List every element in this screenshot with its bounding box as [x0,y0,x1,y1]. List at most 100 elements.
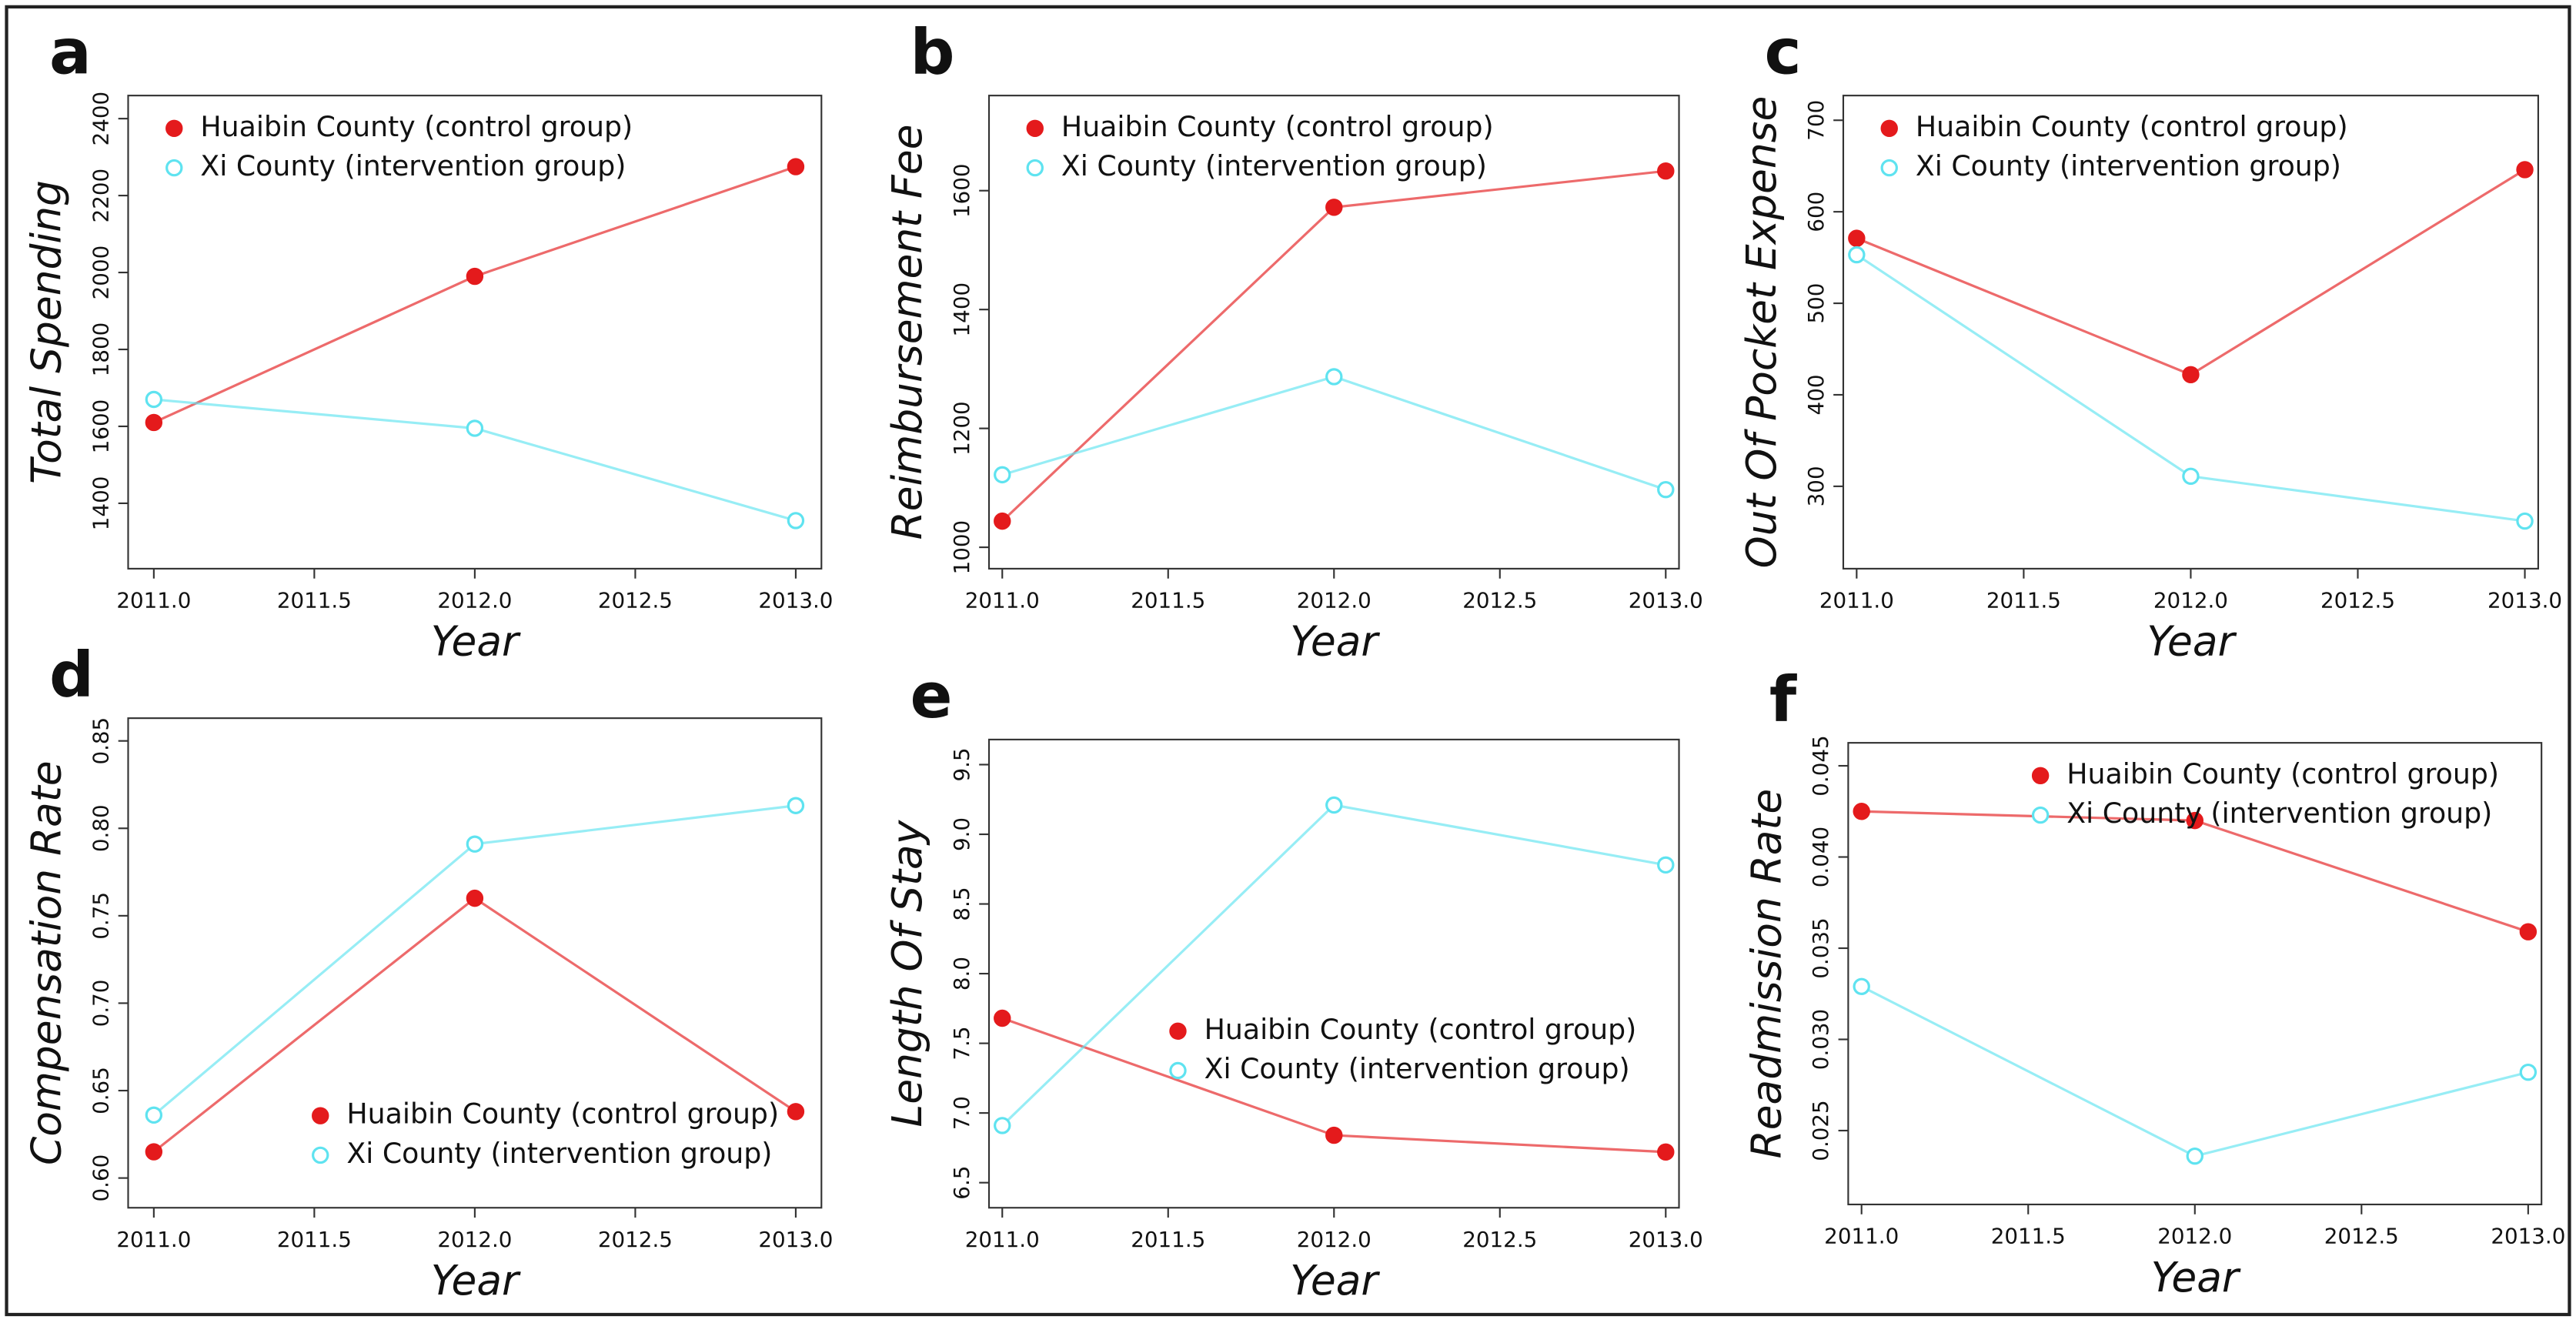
y-tick-label: 400 [1803,375,1829,416]
panel: c Out Of Pocket Expense Year 2011.0 2011.5 20… [1737,16,2562,665]
y-tick-label: 600 [1803,192,1829,232]
figure-frame [5,5,2571,1317]
panel: f Readmission Rate Year 2011.0 2011.5 2012.0 2… [1742,663,2566,1301]
series-line [1001,375,1666,491]
x-tick-label: 2012.5 [2320,588,2395,613]
legend-marker [165,119,183,138]
x-tick-label: 2013.0 [2491,1224,2565,1249]
x-axis-label: Year [2151,1253,2241,1301]
y-tick-label: 1000 [949,520,974,575]
legend-label: Huaibin County (control group) [346,1097,779,1131]
y-tick-label: 2400 [88,92,113,146]
y-tick-label: 1600 [88,399,113,454]
y-axis-label: Out Of Pocket Expense [1737,96,1786,569]
data-point [2516,512,2534,530]
y-tick-label: 0.65 [88,1067,113,1114]
legend-label: Huaibin County (control group) [2066,757,2499,790]
x-tick-label: 2012.5 [2324,1224,2399,1249]
series-line [1001,169,1666,523]
y-axis-label: Reimbursement Fee [883,125,931,540]
x-tick-label: 2013.0 [1629,588,1703,613]
data-point [1325,796,1343,814]
x-tick-label: 2011.0 [965,588,1040,613]
x-tick-label: 2011.5 [1991,1224,2066,1249]
y-tick-label: 0.025 [1808,1100,1833,1161]
legend-label: Huaibin County (control group) [1916,110,2348,143]
x-tick-label: 2011.5 [277,1227,352,1252]
legend-marker [2031,806,2050,824]
legend-label: Xi County (intervention group) [200,149,626,182]
data-point [466,267,484,286]
data-point [2519,923,2538,940]
legend-label: Huaibin County (control group) [1204,1013,1637,1046]
data-point [466,835,484,853]
data-point [145,413,163,432]
y-tick-label: 0.035 [1808,917,1833,978]
legend-label: Xi County (intervention group) [2066,797,2492,830]
y-tick-label: 2200 [88,169,113,223]
panel-letter: b [910,16,955,89]
data-point [1325,368,1343,386]
y-tick-label: 1400 [88,476,113,531]
data-point [787,1103,805,1121]
data-point [2519,1063,2538,1081]
y-tick-label: 7.0 [949,1096,974,1130]
y-tick-label: 0.045 [1808,735,1833,796]
x-tick-label: 2011.0 [1819,588,1894,613]
legend-marker [1880,119,1898,138]
data-point [2182,467,2200,486]
data-point [1657,162,1675,180]
x-tick-label: 2013.0 [758,588,833,613]
data-point [1853,803,1870,820]
data-point [2182,366,2200,384]
x-axis-label: Year [1290,1256,1380,1305]
data-point [145,1106,163,1124]
legend-marker [165,159,183,177]
x-tick-label: 2012.0 [1297,1227,1372,1252]
panel-letter: c [1765,16,1802,89]
x-axis-label: Year [1290,617,1380,666]
legend-marker [1880,159,1898,177]
y-tick-label: 0.030 [1808,1009,1833,1070]
x-axis-label: Year [2147,617,2237,666]
legend-marker [1026,159,1044,177]
y-tick-label: 1800 [88,322,113,377]
y-tick-label: 2000 [88,246,113,300]
data-point [1853,977,1870,995]
y-tick-label: 1400 [949,282,974,337]
x-tick-label: 2012.0 [437,588,512,613]
data-point [994,1117,1011,1134]
y-axis-label: Total Spending [22,180,71,484]
x-tick-label: 2011.0 [116,1227,191,1252]
legend-label: Huaibin County (control group) [200,110,633,143]
panel-letter: e [910,660,953,733]
data-point [1848,246,1866,264]
panel: e Length Of Stay Year 2011.0 2011.5 2012.0 201… [883,660,1703,1305]
y-axis-label: Readmission Rate [1742,789,1791,1159]
legend-label: Huaibin County (control group) [1061,110,1494,143]
panel-letter: f [1769,663,1797,736]
legend-label: Xi County (intervention group) [1916,149,2341,182]
y-tick-label: 0.60 [88,1154,113,1202]
data-point [994,512,1011,530]
data-point [145,390,163,409]
data-point [994,466,1011,484]
y-axis-label: Compensation Rate [22,760,71,1165]
series-line [1860,985,2529,1158]
x-tick-label: 2011.0 [1824,1224,1899,1249]
data-point [787,512,805,530]
y-tick-label: 8.0 [949,957,974,991]
legend-marker [1026,119,1044,138]
data-point [1325,199,1343,216]
legend-label: Xi County (intervention group) [346,1137,772,1170]
series-line [153,398,797,522]
data-point [787,158,805,175]
y-tick-label: 700 [1803,100,1829,141]
y-tick-label: 9.0 [949,817,974,851]
y-tick-label: 0.85 [88,717,113,765]
x-tick-label: 2012.0 [437,1227,512,1252]
series-line [1856,169,2526,376]
data-point [1657,480,1675,499]
y-tick-label: 7.5 [949,1027,974,1061]
